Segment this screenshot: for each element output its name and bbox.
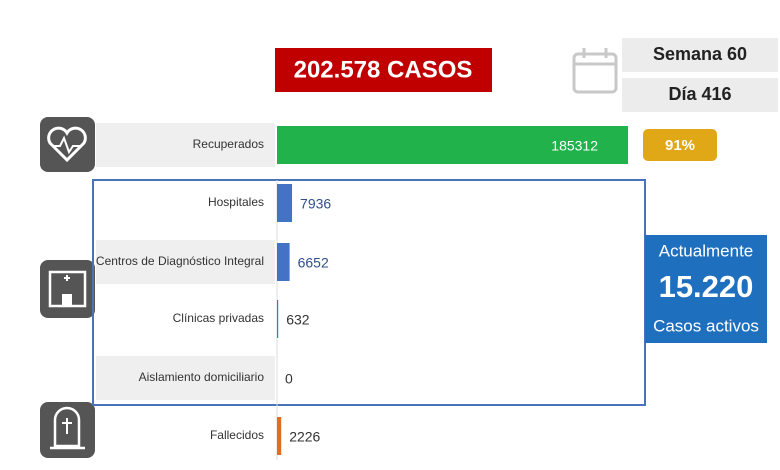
bar bbox=[277, 126, 628, 164]
bar bbox=[277, 417, 282, 455]
day-box bbox=[622, 78, 778, 112]
active-box bbox=[645, 235, 767, 343]
value-label: 0 bbox=[285, 371, 293, 387]
bar bbox=[277, 243, 290, 281]
category-label: Hospitales bbox=[208, 195, 264, 209]
bar bbox=[277, 300, 279, 338]
calendar-icon bbox=[572, 48, 618, 94]
value-label: 185312 bbox=[551, 138, 598, 154]
value-label: 632 bbox=[286, 312, 310, 328]
category-label: Aislamiento domiciliario bbox=[139, 370, 265, 384]
category-label: Recuperados bbox=[193, 137, 264, 151]
value-label: 7936 bbox=[300, 196, 331, 212]
week-box bbox=[622, 38, 778, 72]
day: Día 416 bbox=[668, 84, 731, 104]
category-label: Clínicas privadas bbox=[173, 311, 264, 325]
value-label: 6652 bbox=[298, 255, 329, 271]
category-label: Centros de Diagnóstico Integral bbox=[96, 254, 264, 268]
total-box bbox=[275, 48, 492, 92]
category-label: Fallecidos bbox=[210, 428, 264, 442]
active-value: 15.220 bbox=[659, 269, 754, 304]
label-band bbox=[96, 123, 275, 167]
bar bbox=[277, 184, 293, 222]
heart-icon bbox=[40, 117, 95, 172]
week: Semana 60 bbox=[653, 44, 747, 64]
share-box bbox=[643, 129, 717, 161]
total-cases: 202.578 CASOS bbox=[294, 56, 473, 83]
label-band bbox=[96, 240, 275, 284]
share-label: 91% bbox=[665, 137, 695, 154]
label-band bbox=[96, 356, 275, 400]
grave-icon bbox=[40, 402, 95, 458]
active-title: Actualmente bbox=[659, 241, 754, 260]
value-label: 2226 bbox=[289, 429, 320, 445]
active-caption: Casos activos bbox=[653, 316, 759, 335]
hospital-icon bbox=[40, 260, 95, 318]
